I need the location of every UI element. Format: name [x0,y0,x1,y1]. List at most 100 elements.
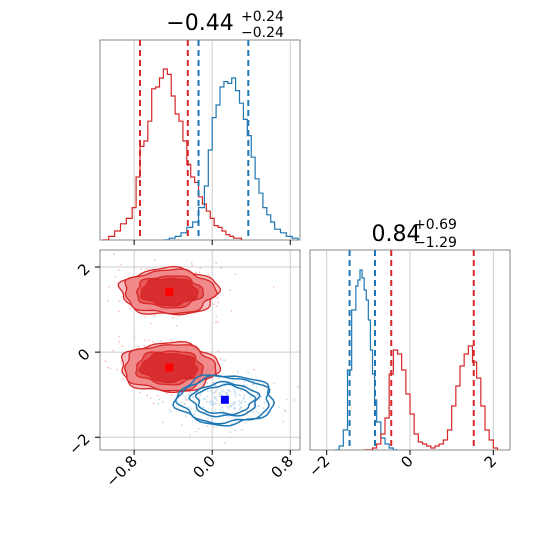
sample-point [234,429,236,432]
sample-point [204,398,207,401]
sample-point [122,377,124,380]
sample-point [222,389,224,392]
sample-point [210,403,213,406]
sample-point [191,396,194,399]
sample-point [226,393,229,396]
sample-point [112,349,114,352]
sample-point [206,390,209,393]
sample-point [117,340,120,343]
sample-point [212,403,215,406]
sample-point [206,382,209,384]
sample-point [234,401,236,403]
sample-point [143,344,146,347]
sample-point [184,395,187,397]
sample-point [109,367,112,370]
sample-point [232,381,235,384]
sample-point [170,394,173,397]
sample-point [157,402,160,405]
sample-point [168,408,171,411]
sample-point [194,410,197,413]
sample-point [162,421,165,424]
panel-frame [99,249,301,451]
sample-point [214,384,216,387]
grid [326,250,494,450]
title-minus: −1.29 [414,235,457,251]
sample-point [114,275,117,278]
sample-point [238,393,241,396]
sample-point [258,404,261,407]
contour-blue [188,380,261,418]
sample-point [214,409,217,412]
sample-point [146,267,149,270]
sample-point [213,425,216,428]
title-value: 0.84 [372,222,421,247]
sample-point [161,401,164,403]
sample-point [185,412,188,415]
sample-point [224,442,226,444]
sample-point [255,410,258,413]
sample-point [250,391,253,394]
sample-point [195,430,198,433]
sample-point [234,273,237,276]
sample-point [257,381,259,384]
sample-point [199,267,202,269]
sample-point [121,344,124,347]
sample-point [144,339,147,342]
sample-point [232,388,235,391]
sample-point [230,310,233,312]
sample-point [191,264,194,267]
mode-marker-red [165,363,174,372]
sample-point [222,410,225,413]
plot-area [335,250,499,450]
sample-point [277,406,280,409]
sample-point [214,321,217,324]
sample-point [234,391,237,394]
sample-point [175,324,178,327]
sample-point [184,415,187,418]
sample-point [244,400,247,403]
sample-point [243,421,246,424]
sample-point [206,395,209,398]
sample-point [169,410,172,413]
sample-point [229,405,232,408]
sample-point [217,350,220,352]
sample-point [184,403,186,405]
sample-point [119,263,122,266]
sample-point [218,404,221,407]
sample-point [252,383,255,386]
sample-point [199,394,202,396]
sample-point [240,406,242,409]
panel-bottom-right: 0.84 +0.69 −1.29 −2 0 2 [305,217,511,480]
sample-point [138,391,141,394]
sample-point [284,410,287,412]
sample-point [219,408,222,411]
title-bottom-right: 0.84 [372,222,421,247]
sample-point [240,401,243,404]
sample-point [238,400,241,403]
sample-point [243,394,246,397]
sample-point [185,399,188,401]
sample-point [107,299,110,302]
sample-point [215,399,218,402]
sample-point [190,407,192,410]
sample-point [144,315,146,318]
sample-point [210,390,212,392]
sample-point [218,395,221,398]
sample-point [202,406,205,409]
sample-point [104,360,107,363]
sample-point [257,412,260,415]
sample-point [243,380,246,383]
sample-point [187,406,190,409]
sample-point [221,406,224,409]
sample-point [211,397,214,400]
sample-point [249,395,252,398]
sample-point [218,377,221,380]
sample-point [272,285,275,288]
sample-point [187,398,190,401]
sample-point [227,406,230,409]
sample-point [211,417,213,420]
title-plus: +0.69 [414,217,457,233]
sample-point [241,429,243,431]
title-value: −0.44 [166,11,233,36]
sample-point [205,401,208,403]
